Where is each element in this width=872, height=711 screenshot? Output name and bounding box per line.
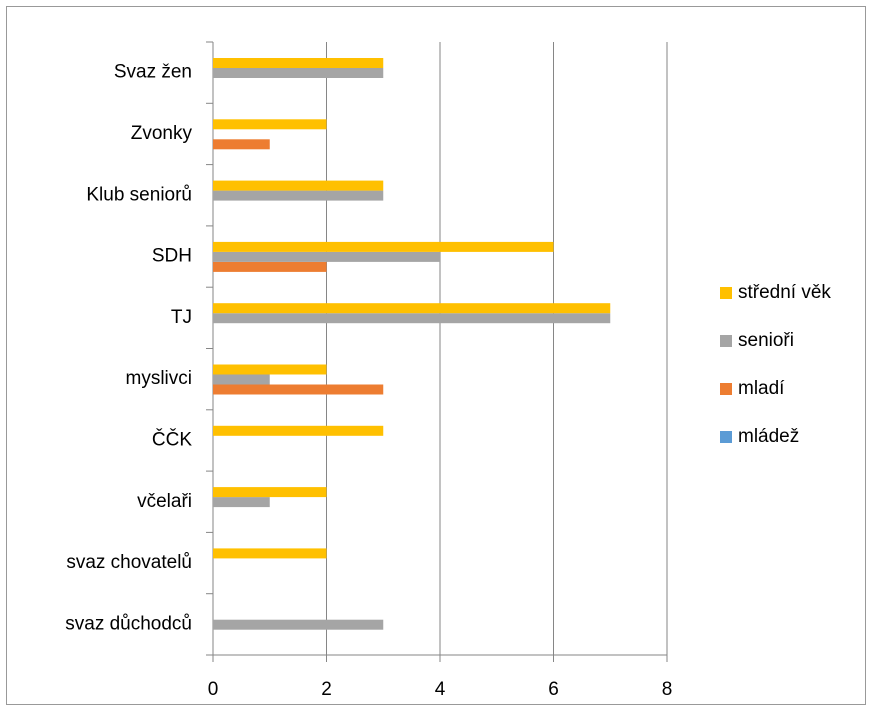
y-tick-label: Klub seniorů [86, 184, 192, 205]
bar [213, 303, 611, 314]
y-tick-label: TJ [171, 307, 192, 328]
legend-swatch [720, 287, 732, 299]
legend-swatch [720, 335, 732, 347]
bar [213, 497, 270, 508]
x-tick-label: 8 [662, 679, 673, 700]
bar [213, 425, 384, 436]
bar [213, 364, 327, 375]
bar [213, 119, 327, 130]
y-tick-label: SDH [152, 246, 192, 267]
x-tick-label: 6 [548, 679, 559, 700]
legend-swatch [720, 431, 732, 443]
y-tick-label: včelaři [137, 491, 192, 512]
x-tick-label: 0 [208, 679, 219, 700]
bar [213, 313, 611, 324]
y-tick-label: Svaz žen [114, 62, 192, 83]
bar [213, 619, 384, 630]
bar [213, 487, 327, 498]
legend-label: mládež [738, 426, 799, 447]
x-tick-label: 4 [435, 679, 446, 700]
bar [213, 180, 384, 191]
bar [213, 241, 554, 252]
bar [213, 548, 327, 559]
bar [213, 139, 270, 150]
y-tick-label: myslivci [126, 368, 193, 389]
bar [213, 261, 327, 272]
bar [213, 58, 384, 68]
chart-border [6, 6, 866, 705]
x-tick-label: 2 [321, 679, 332, 700]
y-tick-label: svaz chovatelů [66, 552, 192, 573]
bar [213, 374, 270, 385]
bar [213, 251, 440, 262]
bar [213, 68, 384, 78]
y-tick-label: svaz důchodců [65, 613, 192, 634]
legend-swatch [720, 383, 732, 395]
y-tick-label: ČČK [152, 428, 192, 450]
legend-label: senioři [738, 330, 794, 351]
bar [213, 190, 384, 201]
legend-label: mladí [738, 378, 785, 399]
y-tick-label: Zvonky [131, 123, 193, 144]
bar [213, 384, 384, 395]
legend-label: střední věk [738, 282, 831, 303]
